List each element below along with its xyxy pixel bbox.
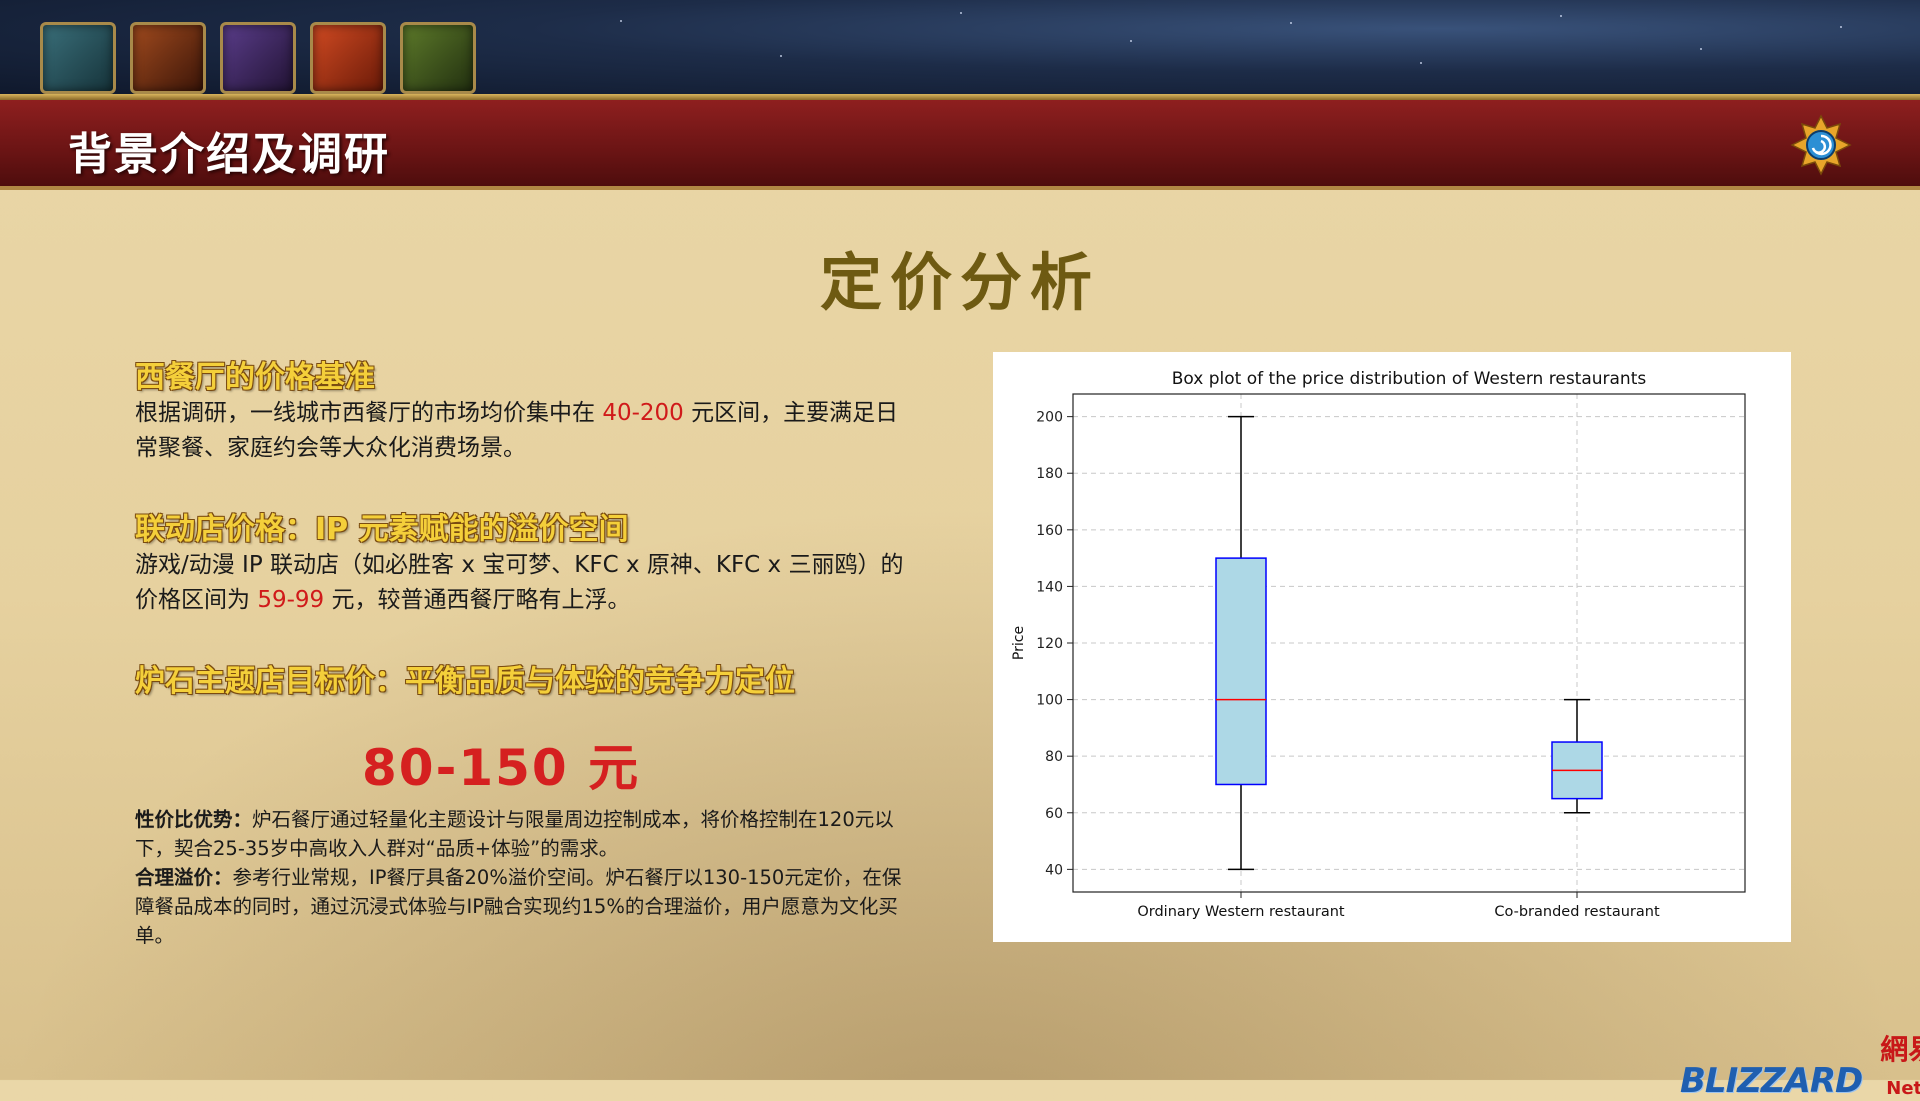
price-boxplot-chart: Box plot of the price distribution of We… [993, 352, 1791, 942]
section-text-collab-price: 游戏/动漫 IP 联动店（如必胜客 x 宝可梦、KFC x 原神、KFC x 三… [135, 548, 915, 618]
header-gold-trim [0, 94, 1920, 100]
x-tick-label: Co-branded restaurant [1494, 904, 1660, 920]
netease-logo-cn: 網易 [1880, 1033, 1920, 1066]
class-card-icon [40, 22, 116, 94]
header-banner: 背景介绍及调研 [0, 100, 1920, 190]
class-card-icon [130, 22, 206, 94]
footer-logos: BLIZZARD 網易 NetEase [1680, 1028, 1920, 1101]
class-card-row [40, 22, 476, 94]
detail-reasonable-premium: 合理溢价：参考行业常规，IP餐厅具备20%溢价空间。炉石餐厅以130-150元定… [135, 863, 915, 950]
header-sky-band [0, 0, 1920, 96]
x-tick-label: Ordinary Western restaurant [1137, 904, 1345, 920]
class-card-icon [310, 22, 386, 94]
detail-text: 参考行业常规，IP餐厅具备20%溢价空间。炉石餐厅以130-150元定价，在保障… [135, 866, 902, 947]
netease-logo: 網易 NetEase [1880, 1028, 1920, 1101]
text-segment: 元，较普通西餐厅略有上浮。 [324, 587, 631, 613]
plot-frame [1072, 393, 1746, 893]
y-tick-label: 120 [1036, 636, 1063, 652]
slide-title: 定价分析 [819, 246, 1100, 319]
y-tick-label: 80 [1045, 749, 1063, 765]
y-axis-label: Price [1011, 626, 1027, 660]
y-tick-label: 200 [1036, 410, 1063, 426]
section-heading-collab-price: 联动店价格：IP 元素赋能的溢价空间 [135, 512, 629, 547]
section-text-western-baseline: 根据调研，一线城市西餐厅的市场均价集中在 40-200 元区间，主要满足日常聚餐… [135, 396, 915, 466]
chart-title: Box plot of the price distribution of We… [1172, 369, 1647, 389]
hearthstone-emblem-icon [1790, 114, 1852, 176]
detail-label: 性价比优势： [135, 808, 253, 831]
section-heading-target-price: 炉石主题店目标价：平衡品质与体验的竞争力定位 [135, 664, 795, 699]
target-price: 80-150 元 [362, 739, 641, 797]
text-segment: 根据调研，一线城市西餐厅的市场均价集中在 [135, 400, 603, 426]
highlight-price-range: 40-200 [602, 400, 684, 426]
highlight-price-range: 59-99 [257, 587, 325, 613]
header-title: 背景介绍及调研 [68, 129, 390, 180]
class-card-icon [220, 22, 296, 94]
y-tick-label: 100 [1036, 693, 1063, 709]
y-tick-label: 140 [1036, 579, 1063, 595]
blizzard-logo: BLIZZARD [1680, 1061, 1863, 1101]
y-tick-label: 40 [1045, 862, 1063, 878]
text-segment: 游戏/动漫 IP 联动店（如必胜客 x 宝可梦、KFC x 原神、KFC x 三… [135, 552, 904, 613]
text-segment: 元区间，主要满足日常聚餐、家庭约会等大众化消费场景。 [135, 400, 899, 461]
class-card-icon [400, 22, 476, 94]
netease-logo-en: NetEase [1886, 1078, 1920, 1099]
detail-label: 合理溢价： [135, 866, 233, 889]
y-tick-label: 180 [1036, 466, 1063, 482]
y-tick-label: 160 [1036, 523, 1063, 539]
y-tick-label: 60 [1045, 806, 1063, 822]
detail-value-advantage: 性价比优势：炉石餐厅通过轻量化主题设计与限量周边控制成本，将价格控制在120元以… [135, 805, 915, 863]
box-iqr [1215, 557, 1267, 786]
section-heading-western-baseline: 西餐厅的价格基准 [135, 360, 375, 395]
detail-text: 炉石餐厅通过轻量化主题设计与限量周边控制成本，将价格控制在120元以下，契合25… [135, 808, 894, 860]
boxplot-svg: Box plot of the price distribution of We… [1011, 369, 1746, 920]
